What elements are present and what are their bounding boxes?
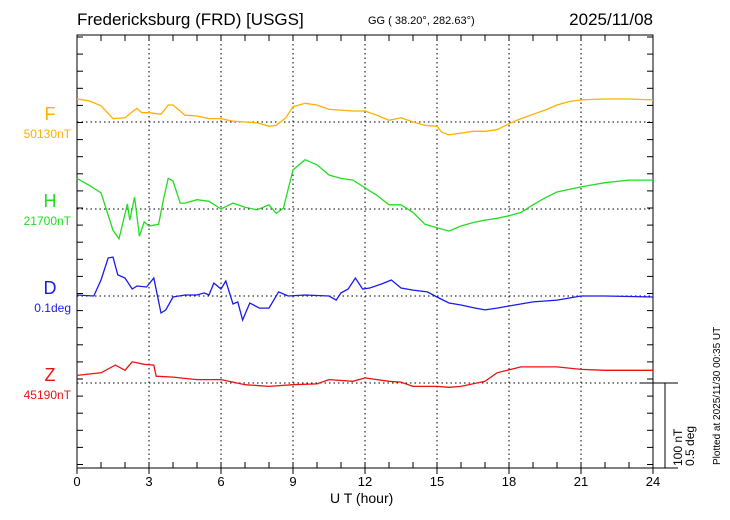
baseline-value-z: 45190nT (23, 388, 71, 402)
x-tick-label: 3 (145, 474, 153, 489)
x-tick-label: 15 (429, 474, 445, 489)
x-tick-label: 24 (645, 474, 661, 489)
component-label-f: F (44, 104, 56, 124)
x-tick-label: 21 (573, 474, 589, 489)
component-label-d: D (43, 278, 57, 298)
trace-f (76, 98, 654, 136)
x-axis-label: U T (hour) (330, 490, 394, 506)
x-tick-label: 0 (73, 474, 81, 489)
plotted-at-note: Plotted at 2025/11/30 00:35 UT (712, 326, 723, 465)
component-label-h: H (43, 191, 57, 211)
x-tick-label: 18 (501, 474, 517, 489)
x-tick-label: 6 (217, 474, 225, 489)
scale-bar-deg-label: 0.5 deg (683, 425, 697, 466)
station-title: Fredericksburg (FRD) [USGS] (77, 10, 304, 29)
x-tick-label: 9 (289, 474, 297, 489)
x-tick-label: 12 (357, 474, 373, 489)
geographic-coordinates: GG ( 38.20°, 282.63°) (368, 15, 475, 27)
date-label: 2025/11/08 (569, 10, 653, 29)
trace-z (76, 361, 653, 388)
trace-h (76, 158, 653, 241)
component-label-z: Z (44, 365, 56, 385)
baseline-value-d: 0.1deg (34, 301, 71, 315)
baseline-value-h: 21700nT (23, 214, 71, 228)
trace-d (76, 256, 654, 323)
baseline-value-f: 50130nT (23, 127, 71, 141)
